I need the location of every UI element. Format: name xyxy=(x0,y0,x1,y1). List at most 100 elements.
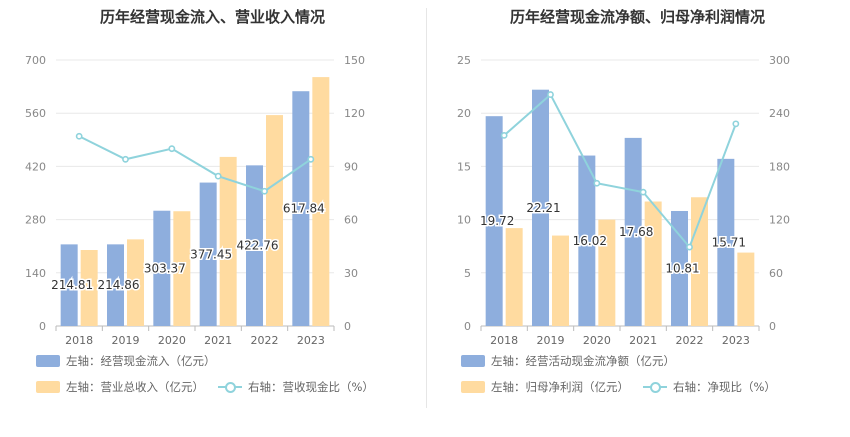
legend-row: 左轴：营业总收入（亿元） 右轴：营收现金比（%） xyxy=(36,378,388,396)
line-point xyxy=(75,132,83,140)
data-label: 22.21 xyxy=(526,201,560,215)
legend-item[interactable]: 右轴：净现比（%） xyxy=(643,379,776,395)
line-point xyxy=(593,179,601,187)
series-line xyxy=(503,92,737,250)
legend-label: 左轴：营业总收入（亿元） xyxy=(66,380,204,394)
bar xyxy=(266,115,283,326)
line-point xyxy=(307,155,315,163)
left-tick-label: 420 xyxy=(25,160,46,173)
line-point xyxy=(261,187,268,195)
legend-row: 左轴：经营活动现金流净额（亿元） xyxy=(461,352,689,370)
bar xyxy=(717,158,735,326)
line-point xyxy=(547,91,554,98)
chart-plot: 0 0 140 30 280 60 420 90 560 120 700 150 2018 2019 202… xyxy=(25,54,365,347)
right-tick-label: 150 xyxy=(344,54,365,67)
data-label: 617.84 xyxy=(283,202,325,216)
legend-item[interactable]: 左轴：营业总收入（亿元） xyxy=(36,379,204,395)
x-tick-label: 2023 xyxy=(297,334,325,347)
bar xyxy=(199,182,217,326)
left-tick-label: 10 xyxy=(457,214,471,227)
x-tick-label: 2022 xyxy=(251,334,279,347)
line-point xyxy=(214,172,222,180)
legend-row: 左轴：经营现金流入（亿元） xyxy=(36,352,230,370)
legend-swatch-icon xyxy=(36,355,60,367)
bar xyxy=(737,252,755,326)
right-tick-label: 0 xyxy=(769,320,776,333)
legend-item[interactable]: 左轴：经营活动现金流净额（亿元） xyxy=(461,353,675,369)
legend-swatch-icon xyxy=(36,381,60,393)
left-tick-label: 0 xyxy=(39,320,46,333)
right-tick-label: 0 xyxy=(344,320,351,333)
data-label: 19.72 xyxy=(480,214,514,228)
bar xyxy=(505,228,523,326)
bar xyxy=(60,244,78,326)
right-tick-label: 60 xyxy=(344,214,358,227)
bar xyxy=(552,235,569,326)
x-tick-label: 2018 xyxy=(65,334,93,347)
x-tick-label: 2020 xyxy=(158,334,186,347)
data-label: 377.45 xyxy=(190,247,232,261)
bar xyxy=(485,116,503,326)
right-tick-label: 120 xyxy=(769,214,790,227)
bar xyxy=(127,239,144,326)
left-tick-label: 5 xyxy=(464,267,471,280)
x-tick-label: 2023 xyxy=(722,334,750,347)
legend-item[interactable]: 左轴：经营现金流入（亿元） xyxy=(36,353,216,369)
legend-label: 右轴：营收现金比（%） xyxy=(248,380,374,394)
bar xyxy=(312,77,330,326)
legend-line-icon xyxy=(218,381,242,393)
bar xyxy=(578,155,596,326)
panel-divider xyxy=(426,8,427,408)
bar xyxy=(644,201,662,326)
left-tick-label: 700 xyxy=(25,54,46,67)
data-label: 10.81 xyxy=(665,261,699,275)
left-tick-label: 140 xyxy=(25,267,46,280)
left-tick-label: 20 xyxy=(457,107,471,120)
bar xyxy=(246,165,263,326)
x-tick-label: 2019 xyxy=(537,334,565,347)
legend-item[interactable]: 右轴：营收现金比（%） xyxy=(218,379,374,395)
x-tick-label: 2020 xyxy=(583,334,611,347)
line-point xyxy=(639,188,647,196)
legend-swatch-icon xyxy=(461,355,485,367)
x-tick-label: 2021 xyxy=(204,334,232,347)
legend-label: 左轴：归母净利润（亿元） xyxy=(491,380,629,394)
bar xyxy=(107,244,124,326)
bar xyxy=(153,210,171,326)
right-tick-label: 180 xyxy=(769,160,790,173)
x-tick-label: 2018 xyxy=(490,334,518,347)
legend-item[interactable]: 左轴：归母净利润（亿元） xyxy=(461,379,629,395)
x-tick-label: 2022 xyxy=(676,334,704,347)
right-tick-label: 30 xyxy=(344,267,358,280)
bar xyxy=(292,91,310,327)
right-tick-label: 240 xyxy=(769,107,790,120)
left-tick-label: 25 xyxy=(457,54,471,67)
data-label: 214.86 xyxy=(98,278,140,292)
right-tick-label: 300 xyxy=(769,54,790,67)
chart-panel-right: 历年经营现金流净额、归母净利润情况 0 0 5 60 10 120 15 180 20 240 25… xyxy=(425,0,850,437)
x-tick-label: 2019 xyxy=(112,334,140,347)
legend-line-icon xyxy=(643,381,667,393)
line-point xyxy=(122,155,129,163)
data-label: 15.71 xyxy=(712,235,746,249)
chart-title: 历年经营现金流净额、归母净利润情况 xyxy=(509,8,765,26)
right-tick-label: 60 xyxy=(769,267,783,280)
right-tick-label: 90 xyxy=(344,160,358,173)
legend-label: 左轴：经营活动现金流净额（亿元） xyxy=(491,354,675,368)
left-tick-label: 280 xyxy=(25,214,46,227)
line-point xyxy=(500,131,508,139)
legend-row: 左轴：归母净利润（亿元） 右轴：净现比（%） xyxy=(461,378,790,396)
bar xyxy=(598,219,616,326)
data-label: 16.02 xyxy=(573,234,607,248)
line-point xyxy=(168,145,176,153)
line-point xyxy=(686,243,693,251)
bar xyxy=(80,250,98,326)
bar xyxy=(624,137,642,326)
bar xyxy=(173,211,191,326)
left-tick-label: 560 xyxy=(25,107,46,120)
legend-label: 左轴：经营现金流入（亿元） xyxy=(66,354,216,368)
left-tick-label: 0 xyxy=(464,320,471,333)
x-tick-label: 2021 xyxy=(629,334,657,347)
left-tick-label: 15 xyxy=(457,160,471,173)
legend-label: 右轴：净现比（%） xyxy=(673,380,776,394)
